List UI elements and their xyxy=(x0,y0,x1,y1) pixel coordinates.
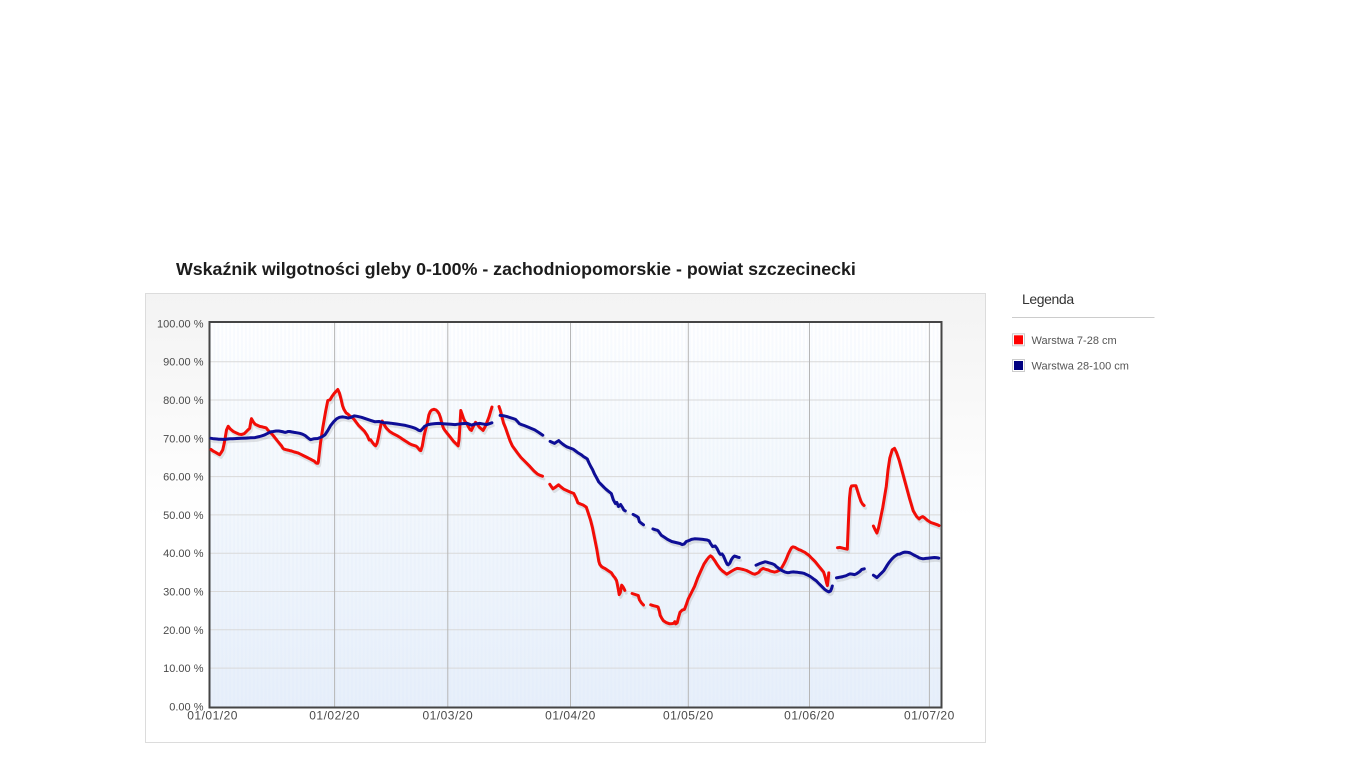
svg-text:Legenda: Legenda xyxy=(1022,291,1074,307)
svg-text:01/04/20: 01/04/20 xyxy=(545,709,596,723)
svg-text:01/07/20: 01/07/20 xyxy=(904,709,955,723)
svg-text:50.00 %: 50.00 % xyxy=(163,510,204,522)
svg-text:40.00 %: 40.00 % xyxy=(163,548,204,560)
svg-text:60.00 %: 60.00 % xyxy=(163,472,204,484)
svg-text:01/01/20: 01/01/20 xyxy=(187,709,238,723)
svg-text:70.00 %: 70.00 % xyxy=(163,433,204,445)
svg-text:20.00 %: 20.00 % xyxy=(163,625,204,637)
svg-text:01/06/20: 01/06/20 xyxy=(784,709,835,723)
svg-text:100.00 %: 100.00 % xyxy=(157,318,204,330)
svg-text:80.00 %: 80.00 % xyxy=(163,395,204,407)
svg-text:Warstwa 28-100 cm: Warstwa 28-100 cm xyxy=(1032,361,1129,373)
svg-text:10.00 %: 10.00 % xyxy=(163,663,204,675)
svg-text:Wskaźnik wilgotności gleby 0-1: Wskaźnik wilgotności gleby 0-100% - zach… xyxy=(176,259,856,279)
svg-text:01/05/20: 01/05/20 xyxy=(663,709,714,723)
svg-text:01/02/20: 01/02/20 xyxy=(309,709,360,723)
svg-text:01/03/20: 01/03/20 xyxy=(422,709,473,723)
svg-text:Warstwa 7-28 cm: Warstwa 7-28 cm xyxy=(1032,335,1117,347)
svg-text:0.00 %: 0.00 % xyxy=(169,701,203,713)
svg-text:30.00 %: 30.00 % xyxy=(163,587,204,599)
svg-text:90.00 %: 90.00 % xyxy=(163,357,204,369)
